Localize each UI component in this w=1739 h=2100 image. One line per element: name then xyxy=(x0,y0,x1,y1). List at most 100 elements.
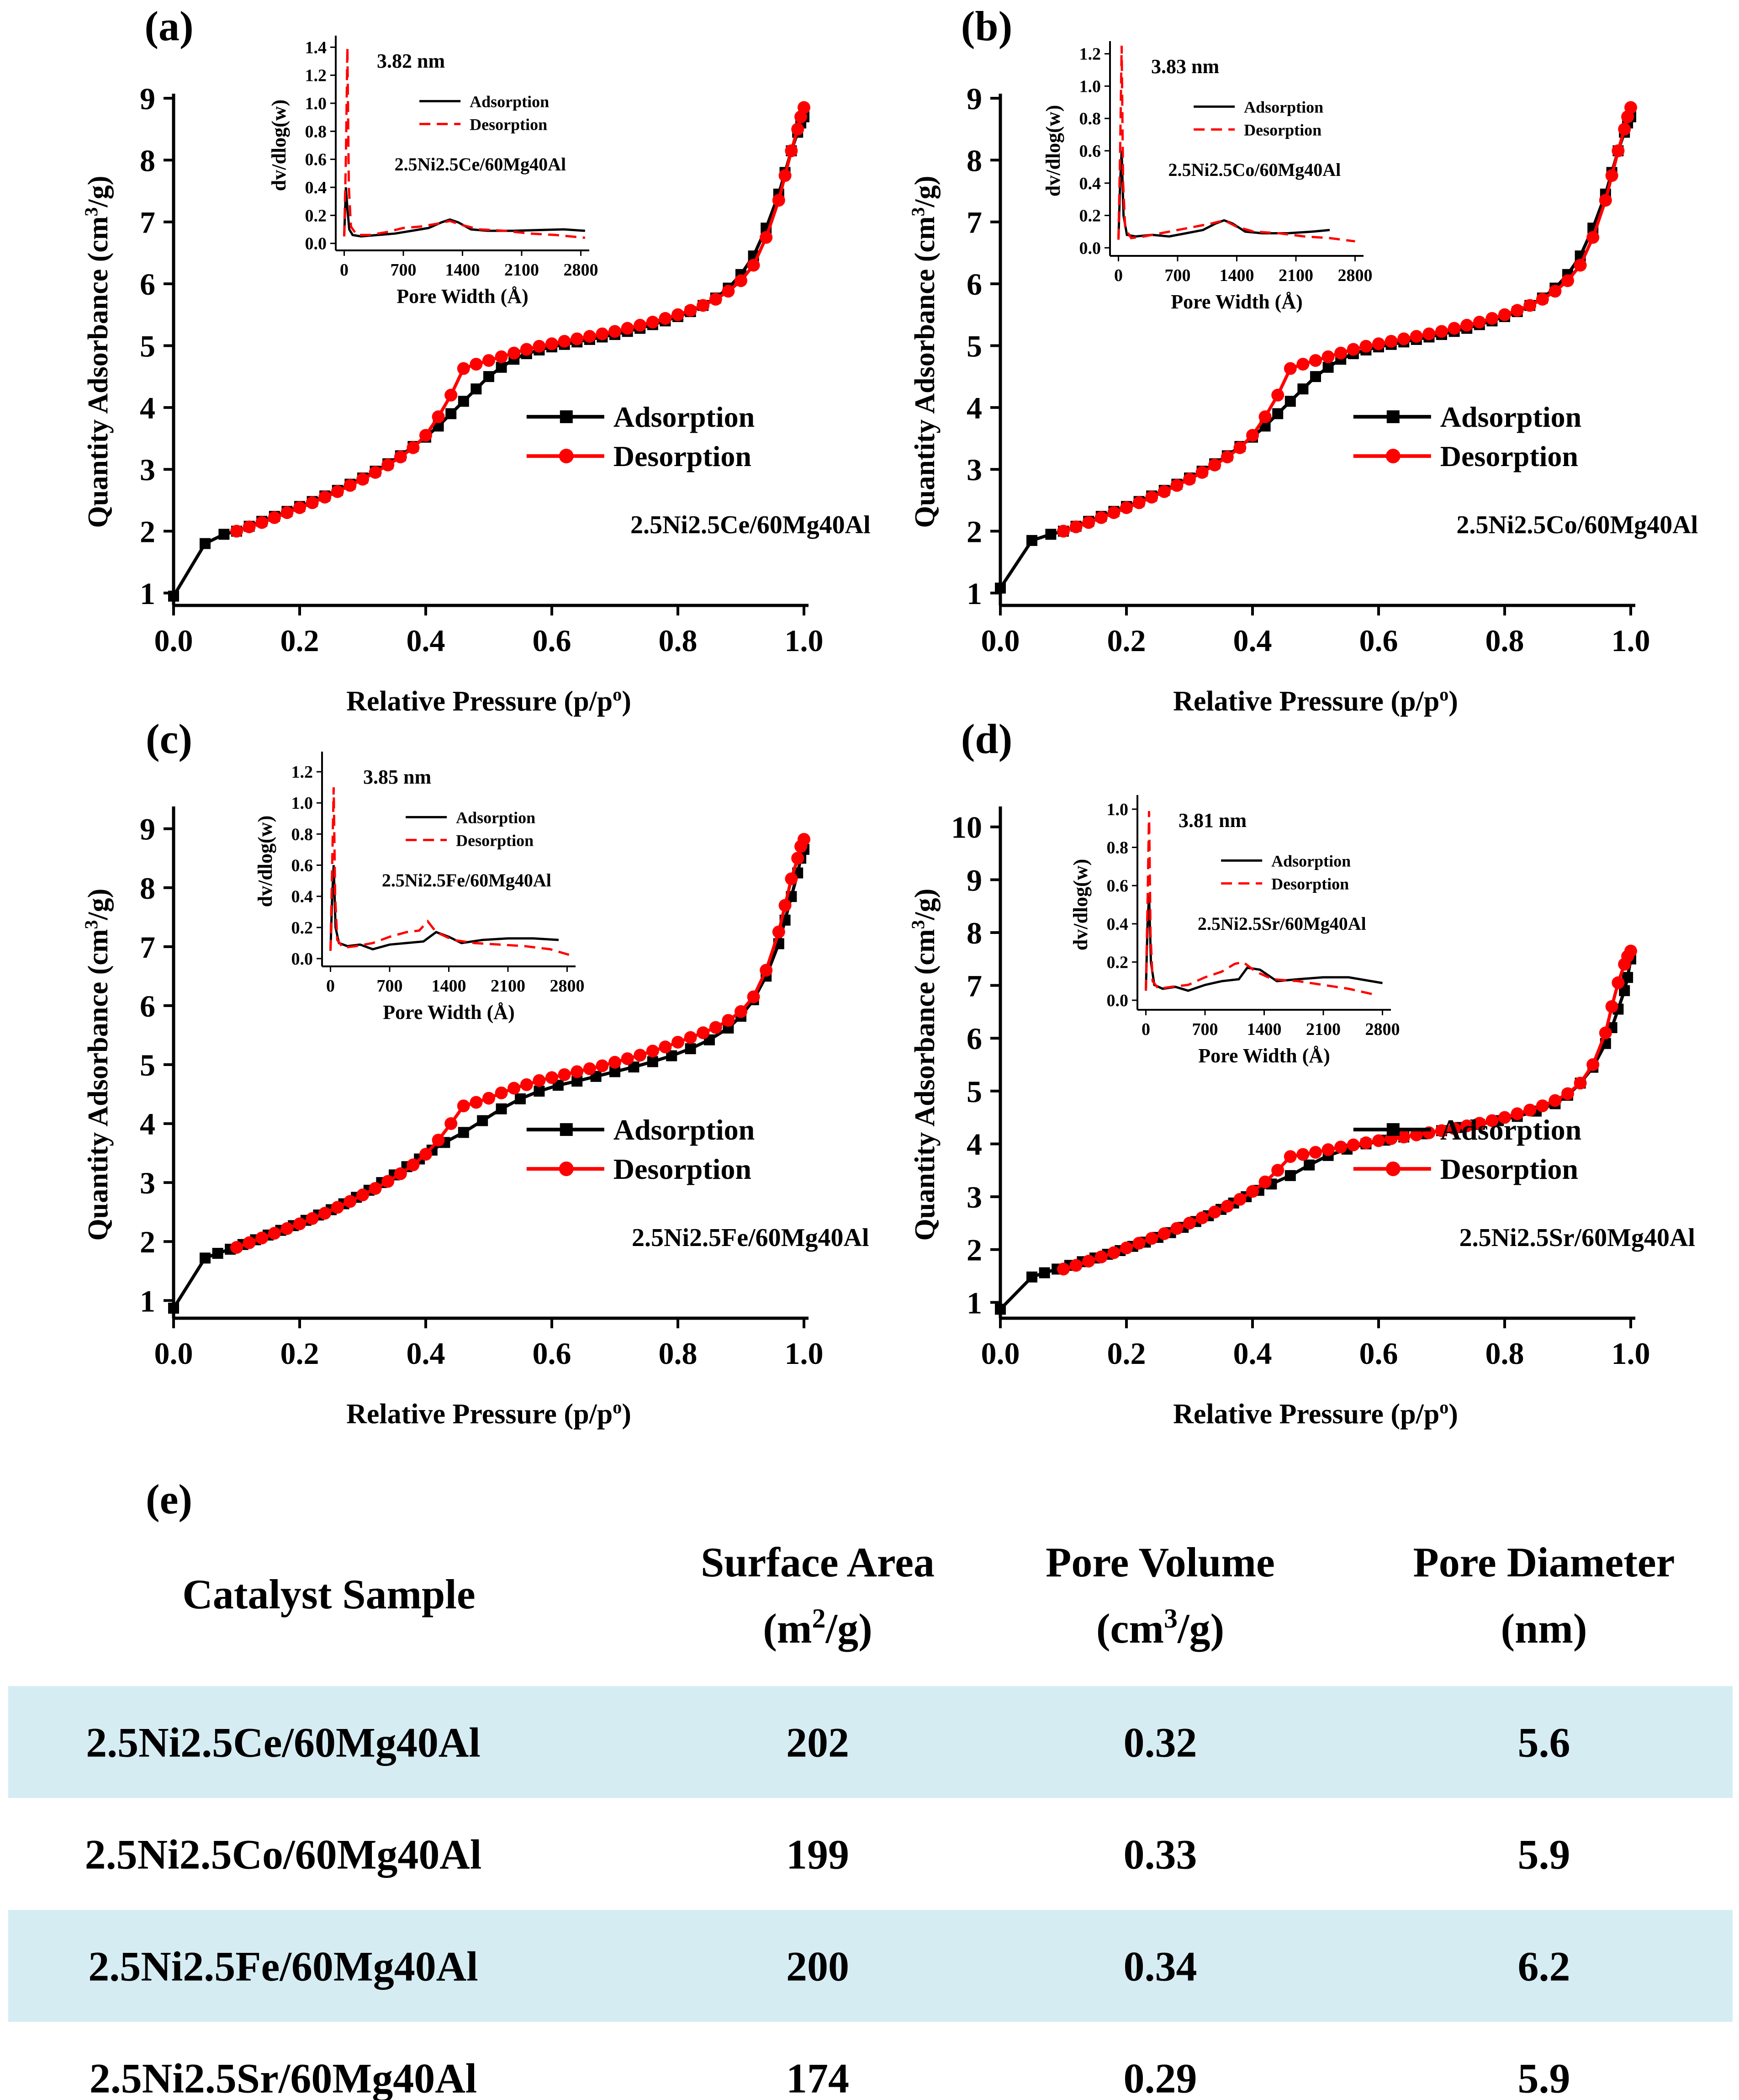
adsorption-point xyxy=(1322,361,1334,373)
desorption-point xyxy=(1208,458,1221,472)
desorption-point xyxy=(1258,410,1272,424)
inset-x-tick-label: 700 xyxy=(1192,1020,1218,1039)
x-tick-label: 0.8 xyxy=(659,1336,698,1371)
adsorption-point xyxy=(1284,1170,1296,1181)
inset-series-adsorption xyxy=(329,865,559,951)
desorption-point xyxy=(1309,1145,1322,1159)
legend-marker xyxy=(559,1161,574,1177)
inset-x-tick-label: 2800 xyxy=(1365,1020,1400,1039)
y-tick-label: 8 xyxy=(140,871,155,906)
table-header: Pore Diameter xyxy=(1413,1539,1675,1586)
y-tick-label: 4 xyxy=(140,1107,155,1141)
inset-y-tick-label: 1.2 xyxy=(305,66,327,85)
desorption-point xyxy=(318,491,332,504)
inset-x-tick-label: 1400 xyxy=(1247,1020,1282,1039)
y-tick-label: 9 xyxy=(967,863,982,897)
x-axis-title: Relative Pressure (p/po) xyxy=(346,684,631,717)
inset-y-tick-label: 0.4 xyxy=(291,887,313,907)
y-tick-label: 3 xyxy=(140,1166,155,1200)
desorption-point xyxy=(1296,1148,1310,1161)
y-tick-label: 9 xyxy=(140,812,155,847)
y-tick-label: 6 xyxy=(967,1021,982,1056)
inset-y-tick-label: 1.2 xyxy=(291,763,313,782)
inset-x-tick-label: 700 xyxy=(391,260,417,280)
adsorption-point xyxy=(458,396,469,407)
adsorption-point xyxy=(515,1093,526,1104)
inset-series-desorption xyxy=(329,787,572,957)
x-tick-label: 0.8 xyxy=(1485,1336,1524,1371)
desorption-point xyxy=(1296,358,1310,371)
inset-y-tick-label: 0.2 xyxy=(1079,207,1101,226)
table-label: (e) xyxy=(146,1476,192,1522)
inset-y-tick-label: 0.6 xyxy=(1107,876,1129,896)
desorption-point xyxy=(1258,1175,1272,1188)
x-tick-label: 1.0 xyxy=(785,1336,824,1371)
panel-d: (d) 0.0 0.2 0.4 0.6 0.8 1.0 1 2 3 4 5 6 7 8 9 10 Relative… xyxy=(908,716,1696,1430)
desorption-point xyxy=(634,1049,647,1062)
desorption-point xyxy=(1448,322,1461,335)
desorption-point xyxy=(1271,1164,1284,1177)
panel-label: (a) xyxy=(144,3,193,49)
desorption-point xyxy=(1359,1136,1373,1150)
y-tick-label: 2 xyxy=(967,514,982,549)
y-tick-label: 9 xyxy=(140,81,155,116)
y-axis-title-end: /g) xyxy=(83,176,114,208)
desorption-point xyxy=(268,1227,281,1240)
inset-x-tick-label: 700 xyxy=(377,976,403,996)
y-axis-title-main: Quantity Adsorbance (cm xyxy=(909,216,941,528)
panel-label: (c) xyxy=(146,716,192,762)
table-header-unit: (m2/g) xyxy=(763,1603,872,1652)
x-axis-title-sup: o xyxy=(1439,684,1448,705)
y-tick-label: 5 xyxy=(140,329,155,363)
y-axis-title: Quantity Adsorbance (cm3/g) xyxy=(81,176,114,528)
desorption-point xyxy=(520,343,533,356)
desorption-point xyxy=(1422,327,1436,340)
y-axis-title: Quantity Adsorbance (cm3/g) xyxy=(908,889,941,1241)
desorption-point xyxy=(432,410,445,424)
inset-y-tick-label: 0.4 xyxy=(1107,915,1129,934)
x-tick-label: 1.0 xyxy=(785,623,824,658)
desorption-point xyxy=(419,429,432,442)
adsorption-point xyxy=(1272,408,1284,419)
desorption-point xyxy=(1574,1077,1587,1090)
cell-sample: 2.5Ni2.5Sr/60Mg40Al xyxy=(90,2055,477,2100)
desorption-point xyxy=(394,1167,407,1180)
y-tick-label: 4 xyxy=(967,1127,982,1161)
cell-pore-diameter: 5.6 xyxy=(1518,1719,1570,1766)
legend-label: Desorption xyxy=(613,440,751,472)
inset-y-tick-label: 0.0 xyxy=(291,949,313,969)
inset-y-axis-title: dv/dlog(w) xyxy=(268,100,290,191)
desorption-point xyxy=(722,1014,735,1027)
x-tick-label: 0.8 xyxy=(1485,623,1524,658)
x-tick-label: 0.0 xyxy=(981,1336,1020,1371)
cell-sample: 2.5Ni2.5Co/60Mg40Al xyxy=(85,1831,482,1878)
legend-label: Desorption xyxy=(613,1153,751,1185)
inset-y-tick-label: 0.8 xyxy=(291,825,313,844)
inset-legend-label: Adsorption xyxy=(470,92,549,111)
inset-y-tick-label: 0.4 xyxy=(305,178,327,197)
cell-pore-diameter: 5.9 xyxy=(1518,2055,1570,2100)
adsorption-point xyxy=(483,371,494,382)
desorption-point xyxy=(1347,343,1360,356)
adsorption-point xyxy=(458,1127,469,1138)
desorption-point xyxy=(1574,259,1587,272)
desorption-point xyxy=(684,1031,697,1044)
desorption-point xyxy=(1397,332,1411,345)
x-axis-title-sup: o xyxy=(613,1397,622,1417)
desorption-point xyxy=(1233,1193,1247,1206)
x-tick-label: 0.4 xyxy=(407,1336,445,1371)
adsorption-point xyxy=(1045,529,1057,540)
desorption-point xyxy=(785,872,798,886)
adsorption-point xyxy=(200,538,211,549)
inset-y-tick-label: 0.8 xyxy=(1079,109,1101,128)
x-axis-title-sup: o xyxy=(1439,1397,1448,1417)
desorption-point xyxy=(1561,1087,1574,1100)
inset-y-axis-title: dv/dlog(w) xyxy=(1042,105,1064,196)
desorption-point xyxy=(596,327,609,340)
desorption-point xyxy=(571,1065,584,1078)
x-axis-title-end: ) xyxy=(1448,1399,1458,1430)
desorption-point xyxy=(344,1195,357,1208)
inset-x-tick-label: 1400 xyxy=(432,976,466,996)
desorption-point xyxy=(1284,1150,1297,1163)
desorption-point xyxy=(1523,1103,1537,1117)
